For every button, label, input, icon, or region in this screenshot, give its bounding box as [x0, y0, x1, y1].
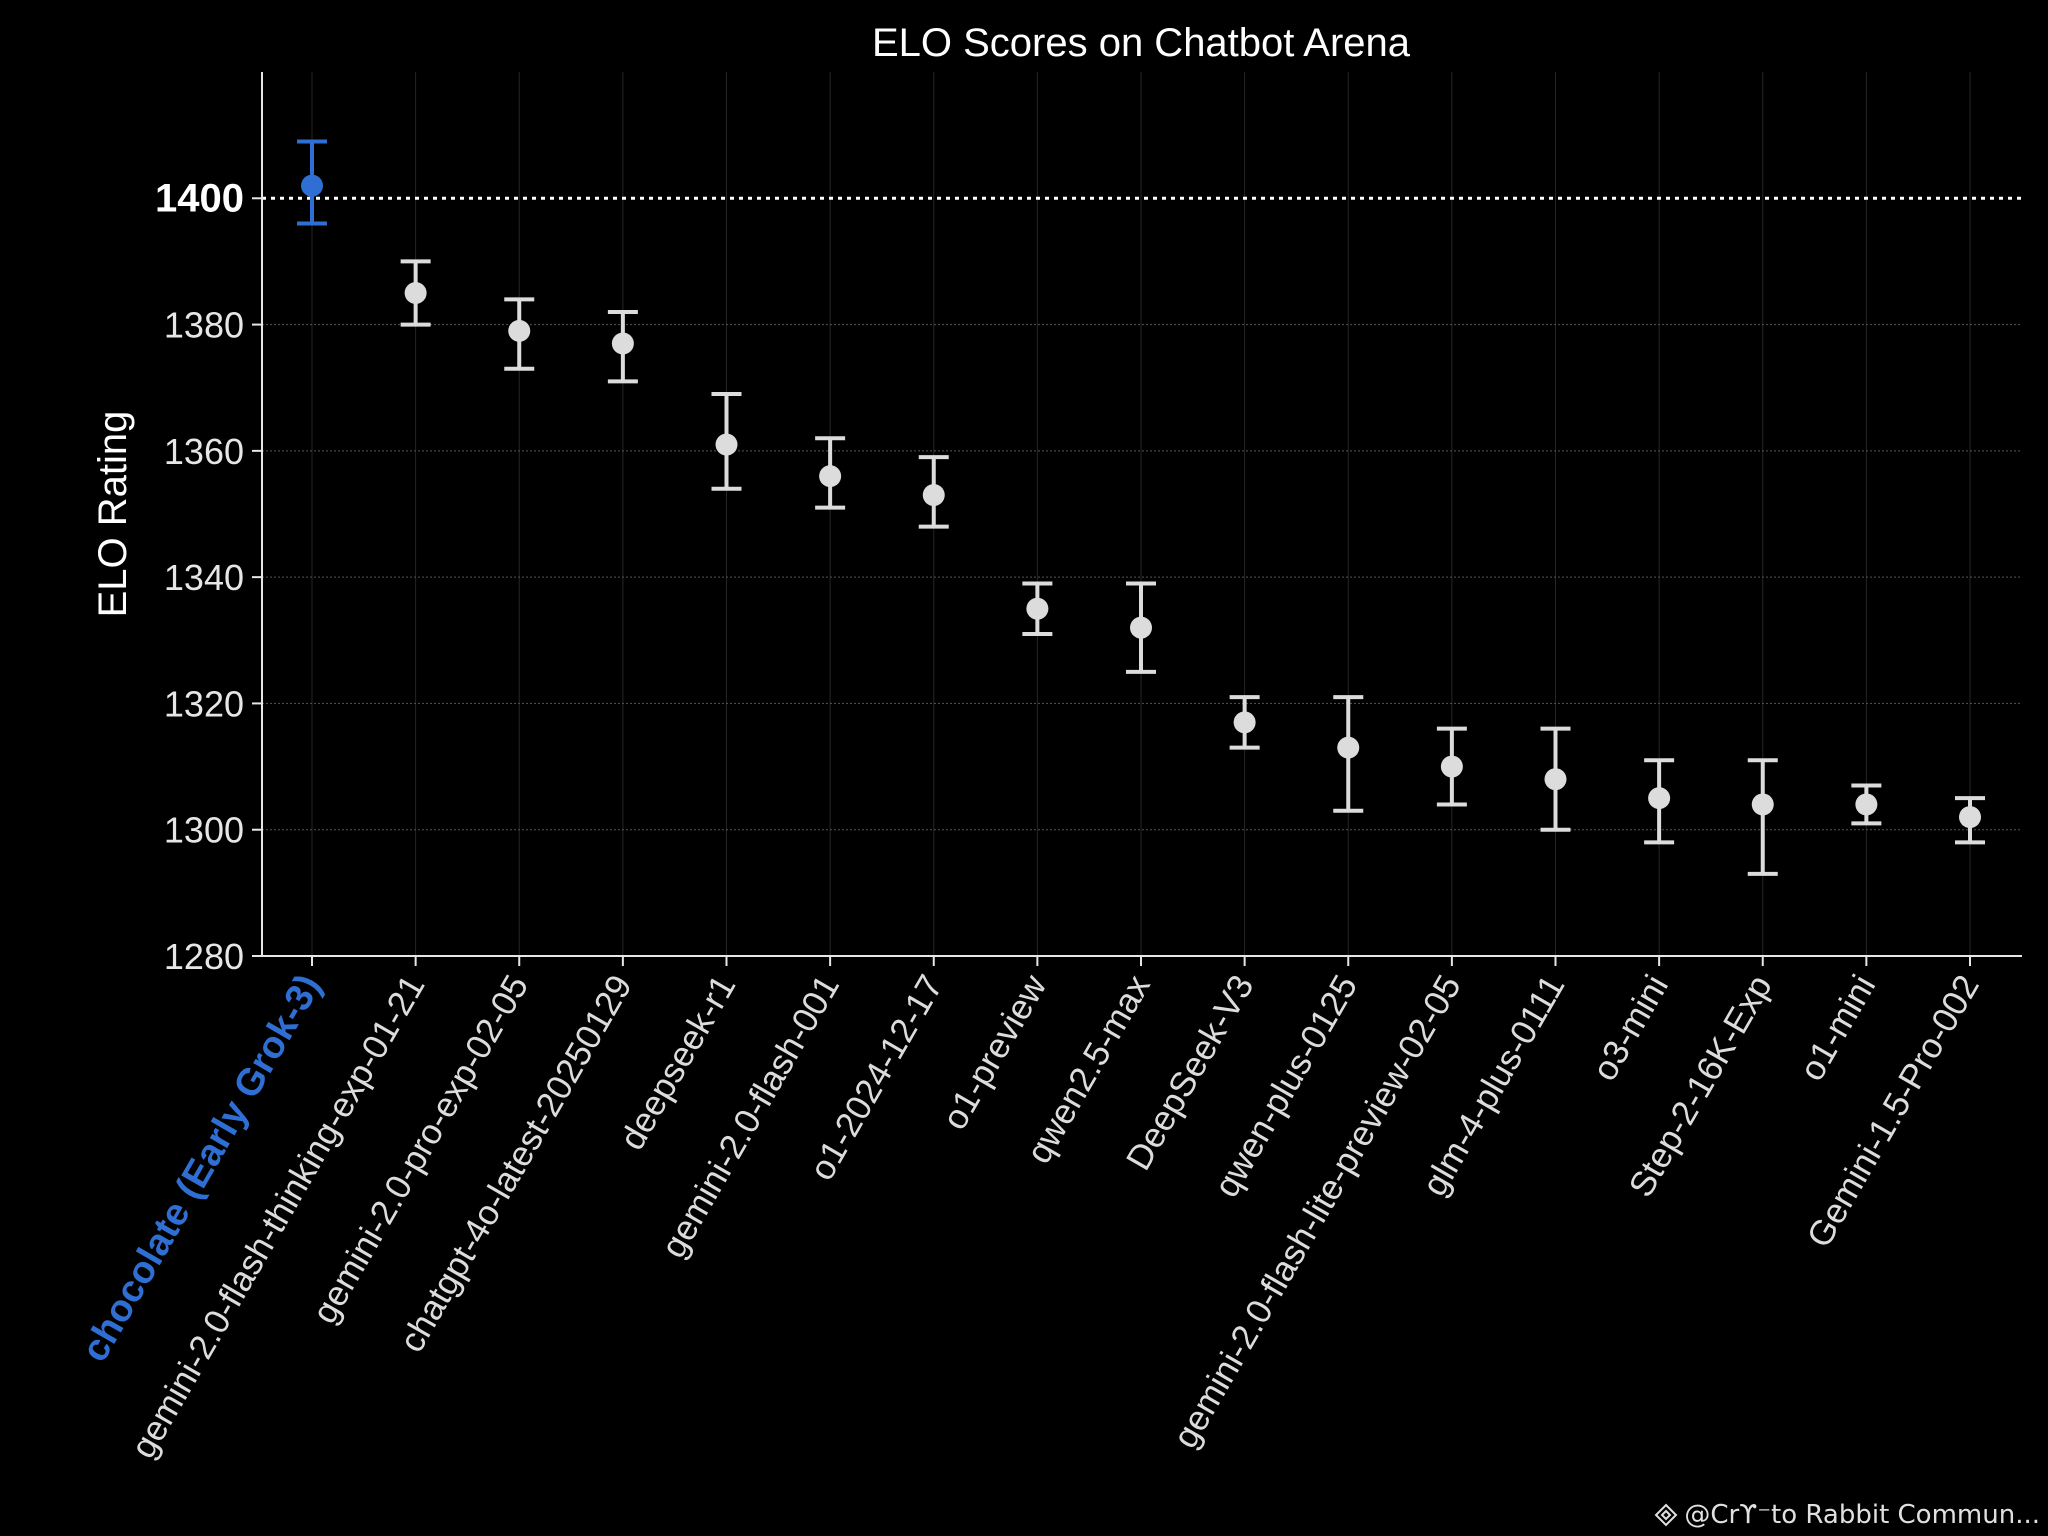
data-point	[922, 484, 945, 507]
data-point	[404, 282, 427, 304]
data-point	[1855, 793, 1878, 816]
watermark: @Crϒ⁻to Rabbit Commun...	[1654, 1500, 2040, 1530]
watermark-text: @Crϒ⁻to Rabbit Commun...	[1684, 1500, 2040, 1530]
data-point	[1959, 806, 1981, 829]
data-point	[508, 319, 531, 342]
x-tick-label: o1-mini	[1792, 969, 1883, 1088]
y-tick-label: 1300	[164, 810, 244, 851]
data-point	[1544, 768, 1567, 791]
data-point	[819, 465, 842, 488]
data-point	[1233, 711, 1256, 734]
binance-diamond-icon	[1654, 1503, 1678, 1527]
data-point	[1026, 597, 1049, 620]
data-point	[1648, 787, 1671, 810]
y-tick-label: 1360	[164, 431, 244, 472]
x-tick-label: gemini-2.0-flash-001	[654, 969, 847, 1265]
data-point	[715, 433, 738, 456]
chart-title: ELO Scores on Chatbot Arena	[872, 21, 1411, 65]
y-tick-label: 1280	[164, 936, 244, 977]
data-point	[1130, 616, 1152, 639]
y-tick-label: 1340	[164, 557, 244, 598]
data-point	[1751, 793, 1774, 816]
y-axis-label: ELO Rating	[91, 411, 135, 618]
data-point	[1337, 736, 1360, 759]
y-tick-label: 1320	[164, 683, 244, 724]
y-tick-label: 1400	[155, 176, 244, 220]
x-tick-label: o3-mini	[1585, 969, 1676, 1088]
data-point	[301, 174, 323, 197]
x-tick-label: o1-preview	[935, 968, 1055, 1136]
data-point	[1440, 755, 1463, 778]
data-point	[611, 332, 634, 355]
y-tick-label: 1380	[164, 305, 244, 346]
